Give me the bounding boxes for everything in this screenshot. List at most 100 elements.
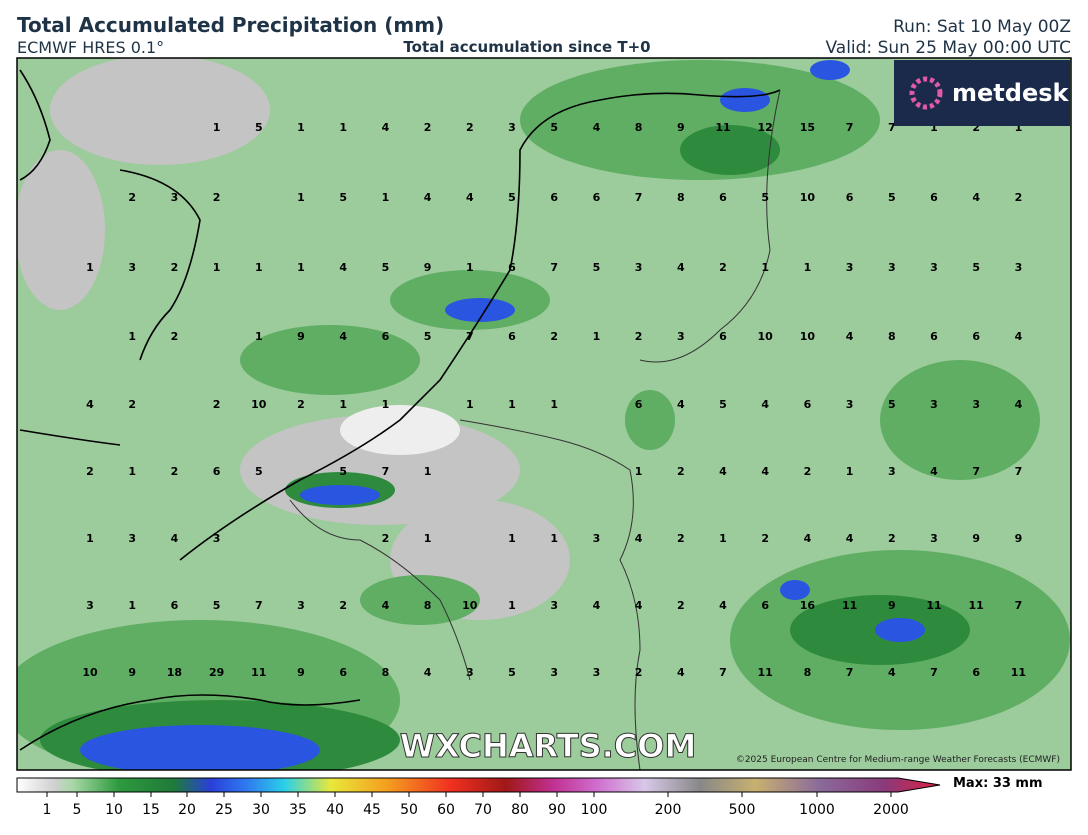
grid-value: 4 — [719, 599, 727, 612]
grid-value: 5 — [761, 191, 769, 204]
grid-value: 10 — [462, 599, 478, 612]
grid-value: 3 — [846, 261, 854, 274]
grid-value: 2 — [677, 532, 685, 545]
grid-value: 10 — [800, 191, 816, 204]
grid-value: 1 — [930, 121, 938, 134]
grid-value: 2 — [972, 121, 980, 134]
map-frame — [16, 57, 1072, 771]
grid-value: 4 — [677, 398, 685, 411]
grid-value: 5 — [255, 465, 263, 478]
grid-value: 9 — [424, 261, 432, 274]
logo-box — [894, 60, 1070, 126]
grid-value: 4 — [846, 532, 854, 545]
grid-value: 1 — [719, 532, 727, 545]
grid-value: 4 — [635, 532, 643, 545]
colorbar-label: 1000 — [799, 802, 835, 818]
grid-value: 6 — [635, 398, 643, 411]
grid-value: 3 — [297, 599, 305, 612]
grid-value: 11 — [251, 666, 266, 679]
dry-areas — [17, 58, 570, 620]
colorbar-label: 60 — [437, 802, 455, 818]
grid-value: 4 — [635, 599, 643, 612]
grid-value: 3 — [930, 261, 938, 274]
grid-value: 7 — [930, 666, 938, 679]
grid-value: 3 — [677, 330, 685, 343]
grid-value: 4 — [930, 465, 938, 478]
grid-value: 1 — [466, 261, 474, 274]
grid-value: 4 — [424, 191, 432, 204]
grid-value: 10 — [251, 398, 267, 411]
grid-value: 2 — [719, 261, 727, 274]
grid-value: 6 — [930, 330, 938, 343]
grid-value: 6 — [761, 599, 769, 612]
grid-value: 8 — [635, 121, 643, 134]
colorbar-label: 20 — [178, 802, 196, 818]
grid-value: 1 — [1015, 121, 1023, 134]
grid-value: 7 — [1015, 599, 1023, 612]
grid-value: 1 — [466, 398, 474, 411]
grid-value: 9 — [128, 666, 136, 679]
grid-value: 3 — [888, 261, 896, 274]
grid-value: 6 — [972, 330, 980, 343]
grid-value: 1 — [297, 261, 305, 274]
grid-value: 4 — [804, 532, 812, 545]
grid-value: 1 — [550, 532, 558, 545]
grid-value: 1 — [297, 121, 305, 134]
run: Run: Sat 10 May 00Z — [893, 17, 1071, 37]
grid-value: 11 — [1011, 666, 1026, 679]
grid-value: 1 — [424, 465, 432, 478]
grid-value: 10 — [82, 666, 98, 679]
grid-value: 2 — [213, 191, 221, 204]
grid-value: 8 — [888, 330, 896, 343]
grid-value: 1 — [128, 330, 136, 343]
grid-value: 1 — [508, 532, 516, 545]
grid-value: 1 — [213, 121, 221, 134]
grid-value: 1 — [339, 398, 347, 411]
grid-value: 1 — [255, 330, 263, 343]
colorbar-label: 70 — [474, 802, 492, 818]
watermark: WXCHARTS.COM — [400, 727, 697, 765]
colorbar-label: 35 — [289, 802, 307, 818]
grid-value: 4 — [719, 465, 727, 478]
grid-value: 1 — [550, 398, 558, 411]
grid-value: 3 — [550, 599, 558, 612]
grid-value: 3 — [930, 532, 938, 545]
grid-value: 5 — [339, 465, 347, 478]
grid-value: 10 — [800, 330, 816, 343]
grid-value: 7 — [719, 666, 727, 679]
grid-value: 2 — [424, 121, 432, 134]
grid-value: 5 — [888, 398, 896, 411]
grid-value: 6 — [846, 191, 854, 204]
grid-value: 6 — [930, 191, 938, 204]
grid-value: 5 — [424, 330, 432, 343]
colorbar-label: 15 — [142, 802, 160, 818]
grid-value: 2 — [171, 261, 179, 274]
grid-value: 4 — [339, 330, 347, 343]
grid-value: 5 — [255, 121, 263, 134]
grid-value: 2 — [1015, 191, 1023, 204]
grid-value: 3 — [171, 191, 179, 204]
grid-value: 1 — [339, 121, 347, 134]
model: ECMWF HRES 0.1° — [17, 38, 164, 57]
grid-value: 6 — [508, 330, 516, 343]
grid-value: 5 — [593, 261, 601, 274]
grid-value: 3 — [593, 666, 601, 679]
grid-value: 8 — [382, 666, 390, 679]
grid-value: 3 — [930, 398, 938, 411]
grid-value: 1 — [846, 465, 854, 478]
grid-value: 2 — [804, 465, 812, 478]
logo-text: metdesk — [952, 79, 1070, 107]
grid-value: 4 — [972, 191, 980, 204]
grid-value: 3 — [550, 666, 558, 679]
grid-value: 9 — [677, 121, 685, 134]
grid-value: 4 — [677, 666, 685, 679]
colorbar — [16, 777, 941, 793]
grid-value: 5 — [213, 599, 221, 612]
grid-value: 6 — [382, 330, 390, 343]
grid-value: 12 — [758, 121, 773, 134]
grid-value: 1 — [86, 532, 94, 545]
grid-value: 4 — [339, 261, 347, 274]
colorbar-label: 1 — [43, 802, 52, 818]
title: Total Accumulated Precipitation (mm) — [17, 13, 444, 37]
